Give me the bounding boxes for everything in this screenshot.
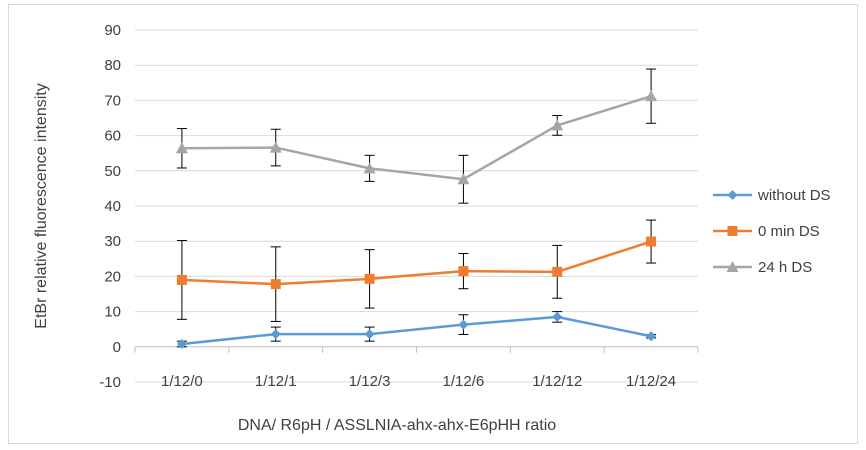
data-point: [458, 266, 469, 277]
x-tick-label: 1/12/1: [255, 373, 297, 390]
data-point: [645, 90, 658, 102]
legend-marker: [726, 261, 739, 272]
y-tick-label: 40: [104, 198, 121, 215]
data-point: [457, 173, 470, 185]
data-point: [552, 266, 563, 277]
y-tick-label: 90: [104, 22, 121, 39]
y-tick-label: 30: [104, 233, 121, 250]
y-tick-label: 10: [104, 304, 121, 321]
data-point: [552, 311, 563, 322]
data-point: [646, 236, 657, 247]
x-tick-label: 1/12/6: [443, 373, 485, 390]
legend-label: 24 h DS: [758, 259, 812, 276]
legend-label: 0 min DS: [758, 223, 820, 240]
y-axis-title: EtBr relative fluorescence intensity: [33, 83, 50, 328]
y-tick-label: 20: [104, 268, 121, 285]
legend-label: without DS: [757, 187, 831, 204]
data-point: [363, 162, 376, 174]
chart-area: [8, 4, 858, 444]
x-tick-label: 1/12/24: [626, 373, 676, 390]
data-point: [269, 141, 282, 153]
legend-marker: [727, 190, 738, 200]
data-point: [551, 119, 564, 131]
x-axis-title: DNA/ R6pH / ASSLNIA-ahx-ahx-E6pHH ratio: [238, 417, 556, 434]
x-tick-label: 1/12/0: [161, 373, 203, 390]
error-bars: [176, 68, 657, 348]
y-tick-label: 80: [104, 57, 121, 74]
data-point: [364, 273, 375, 284]
data-point: [458, 319, 469, 330]
x-tick-label: 1/12/3: [349, 373, 391, 390]
x-tick-label: 1/12/12: [532, 373, 582, 390]
data-point: [176, 338, 187, 349]
legend: without DS 0 min DS 24 h DS: [713, 187, 831, 276]
series-markers: [175, 90, 658, 349]
y-tick-label: 0: [113, 339, 121, 356]
series-line: [181, 240, 652, 286]
legend-marker: [727, 226, 738, 236]
data-point: [176, 274, 187, 285]
data-point: [646, 331, 657, 342]
data-point: [270, 279, 281, 290]
y-tick-label: -10: [99, 374, 121, 391]
data-point: [175, 142, 188, 154]
gridlines: [135, 29, 698, 383]
data-point: [270, 329, 281, 340]
axes: 90 80 70 60 50 40 30 20 10 0 -10 1/12/0 1/12/1 1/12/3…: [99, 22, 699, 391]
data-point: [364, 329, 375, 340]
series-line: [181, 94, 652, 181]
series-line: [181, 315, 652, 346]
y-tick-label: 50: [104, 163, 121, 180]
y-tick-label: 60: [104, 128, 121, 145]
series-lines: [181, 94, 652, 346]
y-tick-label: 70: [104, 92, 121, 109]
